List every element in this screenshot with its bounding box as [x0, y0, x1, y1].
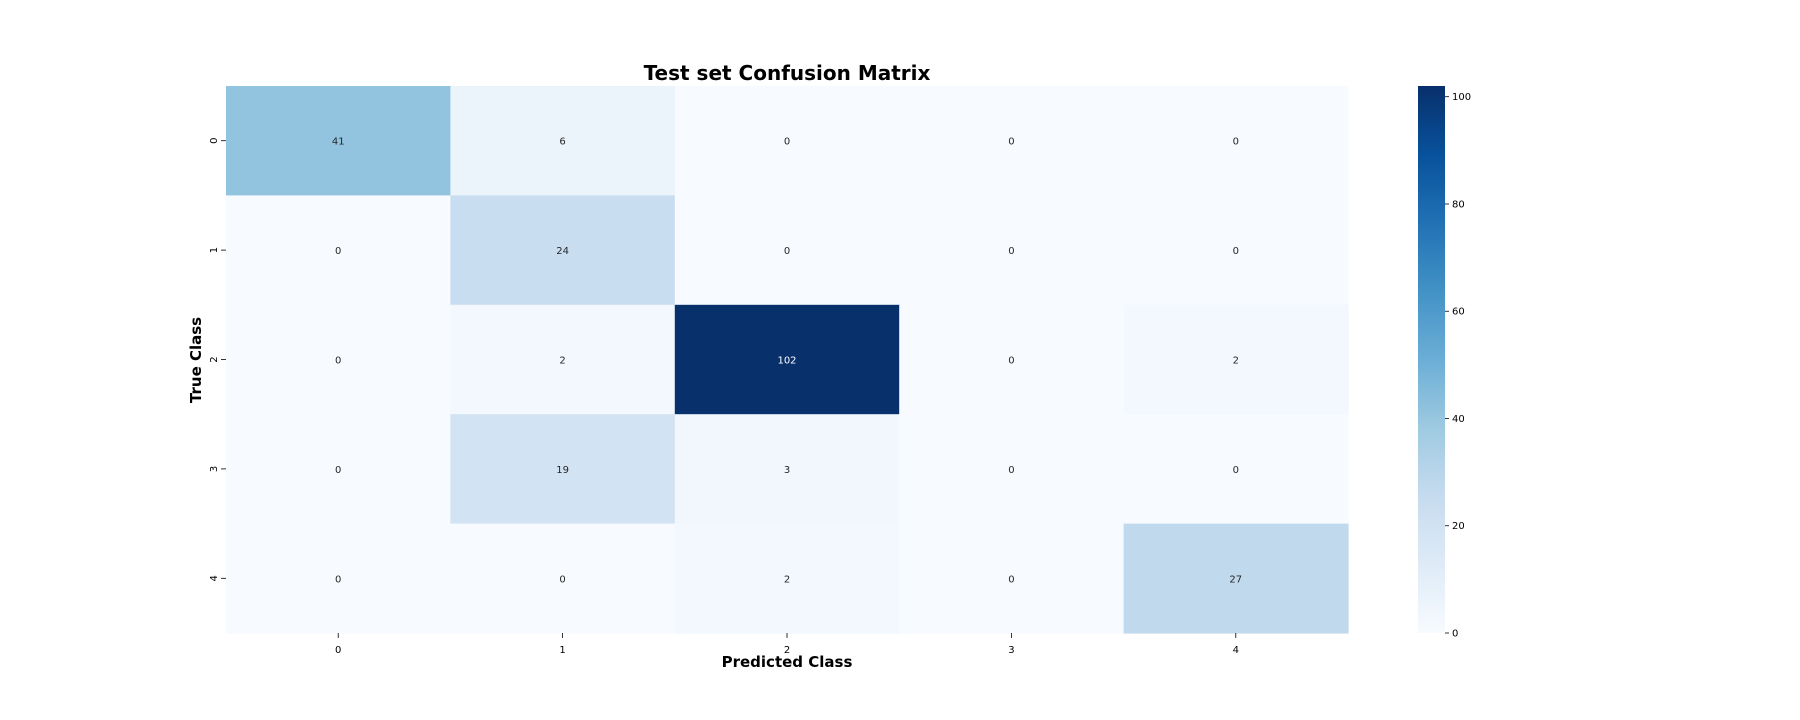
cell-value-label: 2	[1233, 356, 1239, 367]
heatmap-cell-r3-c0	[226, 414, 451, 525]
cell-value-label: 0	[784, 246, 790, 257]
y-axis-label: True Class	[187, 317, 205, 403]
cell-value-label: 0	[1233, 465, 1239, 476]
cell-value-label: 41	[332, 137, 345, 148]
colorbar: 0 20 40 60 80 100	[1418, 86, 1471, 640]
heatmap-cell-r4-c2	[674, 523, 900, 634]
heatmap-cell-r4-c4	[1123, 523, 1349, 634]
x-tick-label: 4	[1233, 645, 1239, 656]
y-tick-label: 3	[209, 466, 220, 472]
cell-value-label: 0	[335, 574, 341, 585]
cell-value-label: 6	[559, 137, 565, 148]
x-tick-label: 3	[1008, 645, 1014, 656]
cell-value-label: 2	[559, 356, 565, 367]
heatmap-cell-r3-c2	[674, 414, 900, 525]
heatmap-cell-r2-c3	[899, 304, 1125, 415]
heatmap-cell-r1-c2	[674, 195, 900, 306]
y-tick-label: 4	[209, 575, 220, 581]
x-axis-label: Predicted Class	[722, 653, 853, 671]
heatmap-cell-r0-c2	[674, 86, 900, 196]
cell-value-label: 19	[556, 465, 569, 476]
colorbar-tick-label: 40	[1452, 414, 1465, 425]
x-tick-label: 0	[335, 645, 341, 656]
x-tick-label: 2	[784, 645, 790, 656]
cell-value-label: 27	[1229, 574, 1242, 585]
cell-value-label: 0	[559, 574, 565, 585]
cell-value-label: 0	[1233, 137, 1239, 148]
heatmap-cell-r2-c4	[1123, 304, 1349, 415]
heatmap-cell-r4-c1	[450, 523, 676, 634]
heatmap-cell-r0-c1	[450, 86, 676, 196]
heatmap-cell-r2-c2	[674, 304, 900, 415]
heatmap-cell-r1-c3	[899, 195, 1125, 306]
cell-value-label: 24	[556, 246, 569, 257]
colorbar-tick-label: 0	[1452, 629, 1458, 640]
cell-value-label: 0	[335, 246, 341, 257]
heatmap-cell-r4-c3	[899, 523, 1125, 634]
colorbar-tick-label: 80	[1452, 199, 1465, 210]
heatmap-cell-labels: 41 6 0 0 0 0 24 0 0 0 0 2 102 0 2 0 19 3 0 0 0 0 2 0 27	[332, 137, 1242, 586]
cell-value-label: 0	[1008, 246, 1014, 257]
colorbar-gradient	[1418, 86, 1445, 633]
cell-value-label: 0	[1008, 137, 1014, 148]
y-tick-label: 2	[209, 356, 220, 362]
chart-title: Test set Confusion Matrix	[644, 61, 931, 85]
y-tick-label: 0	[209, 138, 220, 144]
heatmap-cell-r2-c0	[226, 304, 451, 415]
cell-value-label: 0	[784, 137, 790, 148]
colorbar-tick-label: 20	[1452, 521, 1465, 532]
heatmap-cell-r0-c0	[226, 86, 451, 196]
heatmap-cell-r3-c4	[1123, 414, 1349, 525]
heatmap-cell-r1-c1	[450, 195, 676, 306]
cell-value-label: 102	[777, 356, 796, 367]
cell-value-label: 0	[1233, 246, 1239, 257]
colorbar-tick-label: 60	[1452, 307, 1465, 318]
heatmap-cell-r3-c1	[450, 414, 676, 525]
heatmap-cell-r2-c1	[450, 304, 676, 415]
y-axis-ticks: 0 1 2 3 4	[209, 138, 226, 581]
heatmap-cell-r1-c0	[226, 195, 451, 306]
cell-value-label: 2	[784, 574, 790, 585]
cell-value-label: 3	[784, 465, 790, 476]
cell-value-label: 0	[335, 465, 341, 476]
cell-value-label: 0	[1008, 356, 1014, 367]
heatmap-cells	[226, 86, 1349, 634]
x-tick-label: 1	[559, 645, 565, 656]
y-tick-label: 1	[209, 247, 220, 253]
cell-value-label: 0	[1008, 574, 1014, 585]
heatmap-cell-r0-c4	[1123, 86, 1349, 196]
cell-value-label: 0	[1008, 465, 1014, 476]
heatmap-cell-r3-c3	[899, 414, 1125, 525]
cell-value-label: 0	[335, 356, 341, 367]
heatmap-cell-r1-c4	[1123, 195, 1349, 306]
x-axis-ticks: 0 1 2 3 4	[335, 633, 1239, 656]
colorbar-tick-label: 100	[1452, 92, 1471, 103]
heatmap-cell-r4-c0	[226, 523, 451, 634]
heatmap-cell-r0-c3	[899, 86, 1125, 196]
